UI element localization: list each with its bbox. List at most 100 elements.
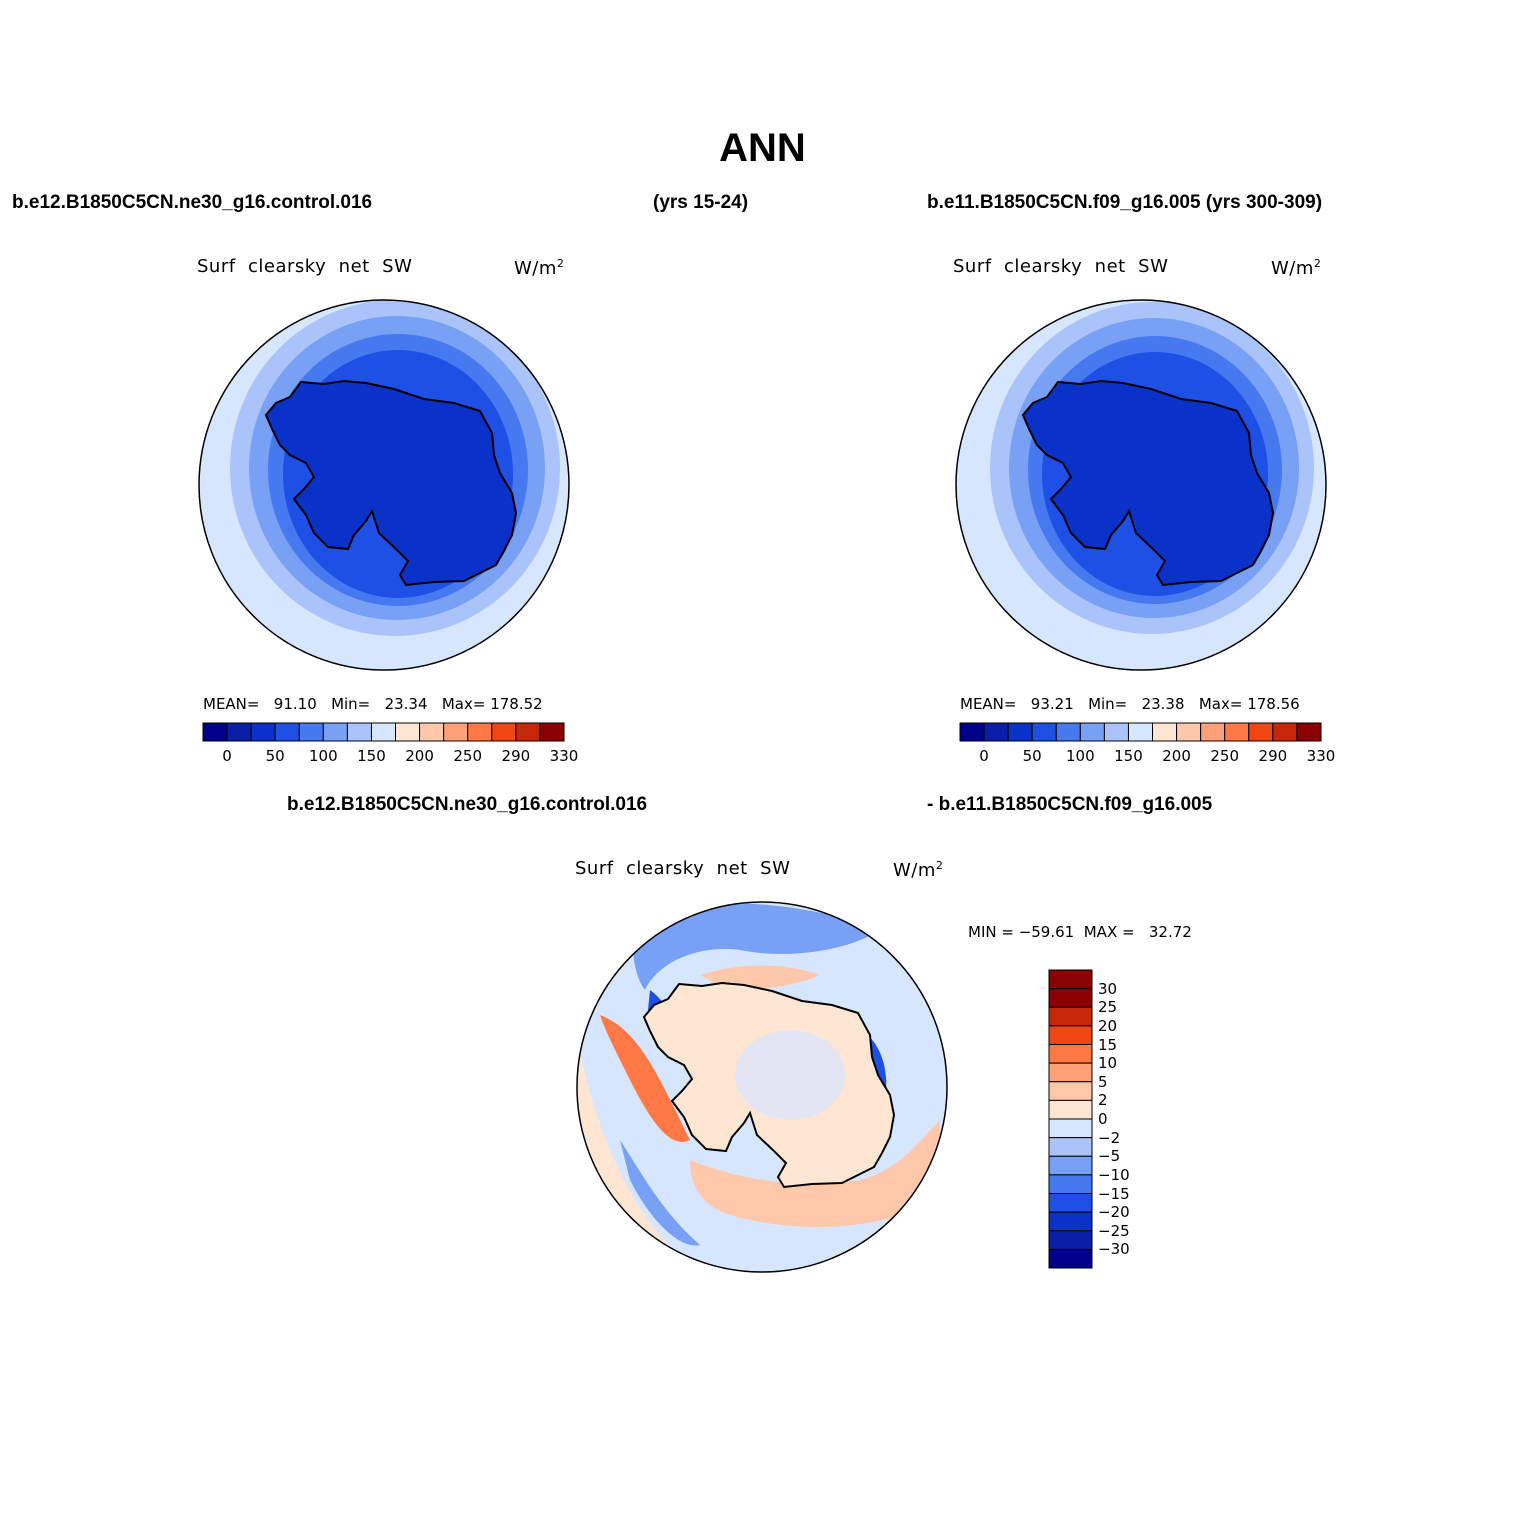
right-colorbar-tick-label: 250 xyxy=(1210,747,1240,765)
right-colorbar-tick-label: 200 xyxy=(1162,747,1191,765)
diff-polar-map xyxy=(576,901,948,1273)
diff-map-border xyxy=(576,901,948,1273)
left-colorbar-box xyxy=(322,722,348,742)
right-variable-title: Surf clearsky net SW xyxy=(953,256,1169,277)
diff-colorbar-box xyxy=(1048,988,1093,1008)
diff-case1-name: b.e12.B1850C5CN.ne30_g16.control.016 xyxy=(287,794,648,815)
diff-colorbar-tick-label: 10 xyxy=(1098,1054,1118,1073)
left-colorbar-tick-label: 50 xyxy=(265,747,285,765)
case2-name: b.e11.B1850C5CN.f09_g16.005 (yrs 300-309… xyxy=(927,192,1323,213)
diff-colorbar-box xyxy=(1048,1062,1093,1083)
diff-colorbar-tick-label: −2 xyxy=(1098,1128,1121,1147)
diff-variable-title: Surf clearsky net SW xyxy=(575,858,791,879)
left-colorbar-box xyxy=(395,722,421,742)
left-colorbar-box xyxy=(467,722,493,742)
right-colorbar-box xyxy=(1248,722,1274,742)
diff-colorbar-tick-label: −20 xyxy=(1098,1203,1130,1222)
left-units: W/m2 xyxy=(514,257,565,279)
case1-years: (yrs 15-24) xyxy=(653,192,749,213)
right-colorbar-box xyxy=(1079,722,1105,742)
diff-minmax: MIN = −59.61 MAX = 32.72 xyxy=(968,923,1192,941)
diff-colorbar-tick-label: 20 xyxy=(1098,1016,1118,1035)
right-colorbar-box xyxy=(1007,722,1033,742)
right-colorbar-box xyxy=(1152,722,1178,742)
left-colorbar-box xyxy=(202,722,228,742)
diff-colorbar-box xyxy=(1048,1118,1093,1139)
left-colorbar xyxy=(202,722,565,742)
right-colorbar-box xyxy=(1055,722,1081,742)
right-colorbar-box xyxy=(1224,722,1250,742)
right-colorbar-tick-label: 100 xyxy=(1066,747,1095,765)
right-colorbar-tick-label: 330 xyxy=(1306,747,1336,765)
right-colorbar-tick-label: 290 xyxy=(1258,747,1288,765)
diff-colorbar-box xyxy=(1048,1081,1093,1101)
left-stats: MEAN= 91.10 Min= 23.34 Max= 178.52 xyxy=(203,695,543,713)
diff-case2-name: - b.e11.B1850C5CN.f09_g16.005 xyxy=(927,794,1213,815)
diff-colorbar-box xyxy=(1048,1174,1093,1194)
left-colorbar-box xyxy=(491,722,517,742)
diff-colorbar-box xyxy=(1048,1137,1093,1157)
diff-colorbar-tick-label: 25 xyxy=(1098,998,1118,1017)
left-colorbar-box xyxy=(515,722,541,742)
right-units: W/m2 xyxy=(1271,257,1322,279)
diff-continent-interior xyxy=(735,1030,845,1120)
left-colorbar-box xyxy=(298,722,324,742)
left-colorbar-box xyxy=(370,722,397,742)
diff-colorbar-box xyxy=(1048,1230,1093,1250)
diff-colorbar-tick-label: 15 xyxy=(1098,1035,1118,1054)
figure-title: ANN xyxy=(719,126,806,170)
diff-colorbar-tick-label: 5 xyxy=(1098,1072,1108,1091)
left-colorbar-box xyxy=(539,722,565,742)
right-colorbar-box xyxy=(1103,722,1129,742)
right-map-border xyxy=(955,299,1327,671)
left-colorbar-tick-label: 250 xyxy=(453,747,483,765)
left-colorbar-box xyxy=(226,722,252,742)
diff-colorbar-tick-label: −25 xyxy=(1098,1221,1130,1240)
left-colorbar-tick-label: 100 xyxy=(309,747,338,765)
left-colorbar-box xyxy=(250,722,276,742)
left-map-border xyxy=(198,299,570,671)
left-colorbar-tick-label: 0 xyxy=(222,747,232,765)
diff-colorbar-tick-label: −5 xyxy=(1098,1147,1121,1166)
left-colorbar-box xyxy=(346,722,372,742)
diff-colorbar-tick-label: 30 xyxy=(1098,979,1118,998)
right-colorbar-box xyxy=(959,722,985,742)
right-colorbar-tick-label: 150 xyxy=(1114,747,1143,765)
right-colorbar-box xyxy=(1272,722,1298,742)
diff-colorbar-tick-label: 0 xyxy=(1098,1110,1108,1128)
diff-colorbar-box xyxy=(1048,1155,1093,1176)
right-colorbar-box xyxy=(983,722,1009,742)
right-colorbar-box xyxy=(1127,722,1154,742)
right-stats: MEAN= 93.21 Min= 23.38 Max= 178.56 xyxy=(960,695,1300,713)
diff-colorbar-box xyxy=(1048,1099,1093,1120)
diff-colorbar-box xyxy=(1048,1044,1093,1064)
left-colorbar-box xyxy=(274,722,300,742)
diff-colorbar-tick-label: 2 xyxy=(1098,1091,1108,1110)
right-colorbar-box xyxy=(1031,722,1057,742)
diff-units: W/m2 xyxy=(893,859,944,881)
diff-pos-south xyxy=(690,1120,940,1227)
right-colorbar-tick-label: 50 xyxy=(1022,747,1042,765)
left-colorbar-tick-label: 330 xyxy=(549,747,579,765)
left-colorbar-tick-label: 150 xyxy=(357,747,386,765)
diff-colorbar xyxy=(1048,969,1093,1269)
diff-colorbar-box xyxy=(1048,1193,1093,1213)
diff-colorbar-box xyxy=(1048,1025,1093,1045)
right-colorbar xyxy=(959,722,1322,742)
diff-colorbar-tick-label: −10 xyxy=(1098,1165,1130,1184)
left-variable-title: Surf clearsky net SW xyxy=(197,256,413,277)
diff-colorbar-tick-label: −15 xyxy=(1098,1184,1130,1203)
right-colorbar-tick-label: 0 xyxy=(979,747,989,765)
right-polar-map xyxy=(955,299,1327,671)
left-colorbar-tick-label: 200 xyxy=(405,747,434,765)
case1-name: b.e12.B1850C5CN.ne30_g16.control.016 xyxy=(12,192,373,213)
left-colorbar-tick-label: 290 xyxy=(501,747,531,765)
diff-colorbar-tick-label: −30 xyxy=(1098,1240,1130,1259)
diff-colorbar-box xyxy=(1048,1006,1093,1027)
right-colorbar-box xyxy=(1200,722,1226,742)
diff-pos-strong-peninsula xyxy=(600,1015,690,1142)
right-colorbar-box xyxy=(1176,722,1202,742)
left-colorbar-box xyxy=(443,722,469,742)
